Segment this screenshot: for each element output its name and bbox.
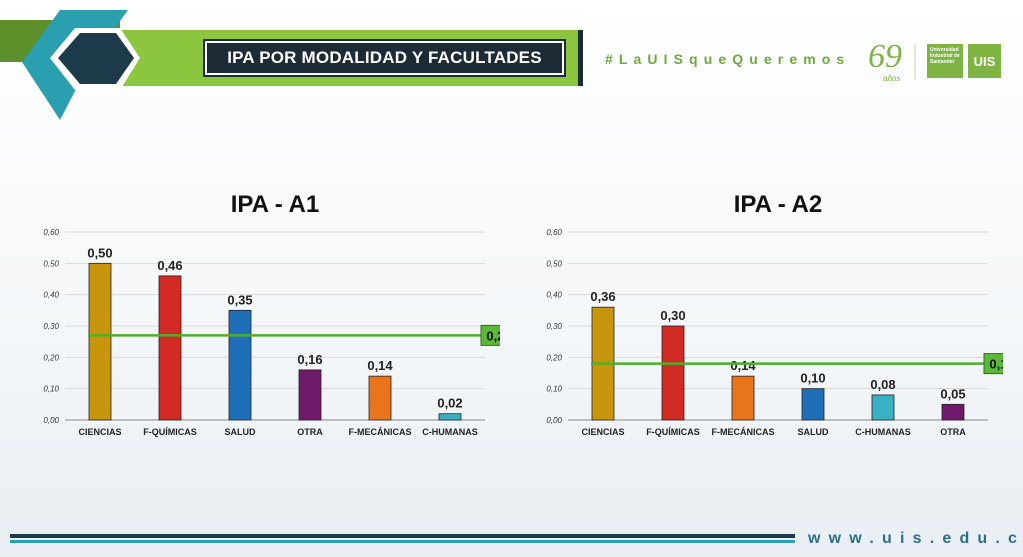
y-tick-label: 0,40: [43, 291, 59, 300]
x-tick-label: C-HUMANAS: [855, 427, 911, 437]
chart-ipa-a1: IPA - A1 0,00 0,10 0,20 0,30 0,40 0,50 0,60 0,50…: [30, 180, 500, 450]
chart-ipa-a2: IPA - A2 0,00 0,10 0,20 0,30 0,40 0,50 0,60 0,36…: [533, 180, 1003, 450]
footer-lines: [10, 534, 795, 543]
y-tick-label: 0,60: [43, 228, 59, 237]
x-tick-label: CIENCIAS: [581, 427, 624, 437]
anniversary-number: 69: [868, 38, 902, 75]
x-tick-label: C-HUMANAS: [422, 427, 478, 437]
x-tick-label: F-QUÍMICAS: [143, 427, 197, 437]
chart-title: IPA - A2: [734, 191, 822, 218]
x-tick-label: F-QUÍMICAS: [646, 427, 700, 437]
data-label: 0,30: [660, 308, 685, 323]
y-tick-label: 0,10: [43, 385, 59, 394]
y-tick-label: 0,30: [43, 322, 59, 331]
bar: [368, 375, 392, 421]
bar: [871, 394, 895, 421]
data-label: 0,10: [800, 371, 825, 386]
data-label: 0,14: [730, 358, 756, 373]
data-label: 0,14: [367, 358, 393, 373]
y-tick-label: 0,00: [43, 416, 59, 425]
bar: [661, 325, 685, 421]
x-tick-label: CIENCIAS: [78, 427, 121, 437]
y-tick-label: 0,60: [546, 228, 562, 237]
bar: [941, 403, 965, 421]
reference-label-box: [983, 353, 1003, 375]
chart-ipa-a2-svg: IPA - A2 0,00 0,10 0,20 0,30 0,40 0,50 0,60 0,36…: [546, 191, 1003, 437]
chart-ipa-a1-svg: IPA - A1 0,00 0,10 0,20 0,30 0,40 0,50 0,60 0,50…: [43, 191, 500, 437]
y-tick-label: 0,40: [546, 291, 562, 300]
data-label: 0,35: [227, 292, 252, 307]
website-url: www.uis.edu.co: [808, 530, 1023, 547]
data-label: 0,50: [87, 245, 112, 260]
anniversary-word: años: [883, 74, 901, 83]
y-tick-label: 0,00: [546, 416, 562, 425]
university-logo: Universidad Industrial de Santander: [927, 44, 963, 78]
x-tick-label: SALUD: [798, 427, 829, 437]
data-label: 0,02: [437, 396, 462, 411]
reference-label: 0,27: [486, 328, 500, 343]
data-label: 0,05: [940, 386, 965, 401]
page-title: IPA POR MODALIDAD Y FACULTADES: [203, 39, 566, 77]
hashtag-text: #LaUISqueQueremos: [605, 51, 851, 67]
x-tick-label: SALUD: [225, 427, 256, 437]
reference-label: 0,18: [989, 357, 1003, 372]
bar: [438, 413, 462, 421]
bar: [228, 309, 252, 421]
data-label: 0,16: [297, 352, 322, 367]
bar: [88, 262, 112, 421]
x-tick-label: F-MECÁNICAS: [712, 427, 775, 437]
bar: [298, 369, 322, 421]
y-tick-label: 0,20: [546, 353, 562, 362]
y-tick-label: 0,50: [43, 259, 59, 268]
data-label: 0,08: [870, 377, 895, 392]
y-tick-label: 0,10: [546, 385, 562, 394]
chart-title: IPA - A1: [231, 191, 319, 218]
data-label: 0,36: [590, 289, 615, 304]
bar: [731, 375, 755, 421]
y-tick-label: 0,50: [546, 259, 562, 268]
data-label: 0,46: [157, 258, 182, 273]
reference-label-box: [480, 324, 500, 346]
y-tick-label: 0,20: [43, 353, 59, 362]
bar: [801, 388, 825, 421]
x-tick-label: F-MECÁNICAS: [349, 427, 412, 437]
uis-logo: UIS: [968, 44, 1001, 78]
x-tick-label: OTRA: [940, 427, 966, 437]
x-tick-label: OTRA: [297, 427, 323, 437]
y-tick-label: 0,30: [546, 322, 562, 331]
bar: [158, 275, 182, 421]
